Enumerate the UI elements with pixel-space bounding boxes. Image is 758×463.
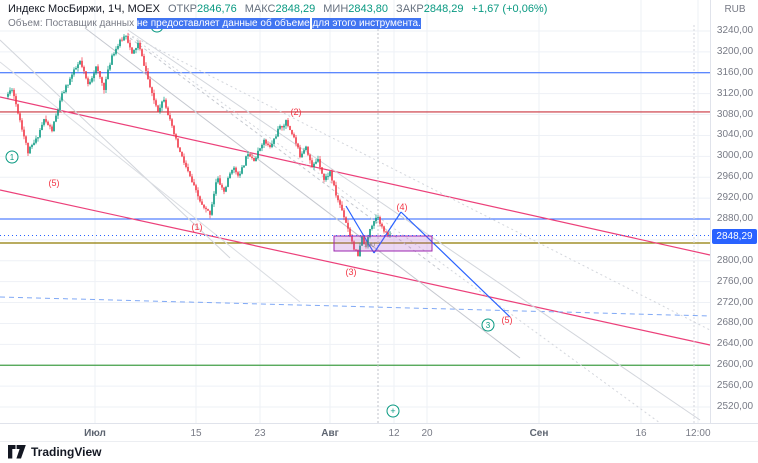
price-axis-label: 2760,00 (716, 275, 754, 287)
price-axis-label: 2880,00 (716, 213, 754, 224)
price-axis-label: 3240,00 (716, 25, 754, 36)
low-value: 2843,80 (348, 3, 389, 15)
wave-label: (3) (346, 267, 357, 277)
symbol-legend: Индекс МосБиржи, 1Ч, MOEX ОТКР2846,76 МАКС… (8, 3, 547, 29)
close-value: 2848,29 (423, 3, 464, 15)
current-price-badge: 2848,29 (712, 228, 757, 244)
time-axis-label: 23 (254, 428, 266, 439)
wave-label: (5) (49, 178, 60, 188)
elliott-wave-labels[interactable]: (5) (1) (2) (3) (4) (5) (49, 107, 513, 325)
tradingview-logo-icon (8, 445, 26, 459)
price-axis-label: 2560,00 (716, 380, 754, 392)
symbol-title[interactable]: Индекс МосБиржи, 1Ч, MOEX (8, 3, 160, 15)
wave-label: (5) (502, 315, 513, 325)
high-label: МАКС (244, 3, 276, 15)
time-axis-label: 20 (421, 428, 433, 439)
price-axis-label: 3200,00 (716, 45, 754, 57)
tradingview-logo[interactable]: TradingView (8, 445, 101, 459)
price-axis-label: 2520,00 (716, 401, 754, 412)
price-axis-label: 2800,00 (716, 254, 754, 266)
horizontal-level-lines[interactable] (0, 72, 710, 366)
price-axis-label: 3000,00 (716, 150, 754, 162)
volume-legend-text: Поставщик данных (45, 18, 137, 29)
tradingview-logo-text: TradingView (31, 445, 102, 459)
open-value: 2846,76 (197, 3, 237, 15)
time-axis-label: 15 (190, 428, 202, 439)
zone-box-label: 100 (364, 242, 375, 249)
volume-legend-text: Объем: (8, 18, 46, 29)
time-axis[interactable]: Июл 15 23 Авг 12 20 Сен 16 12:00 (0, 423, 758, 442)
time-axis-label: 12 (388, 428, 400, 439)
time-axis-label: Июл (84, 428, 106, 439)
bottom-bar: TradingView (0, 441, 758, 463)
candlestick-series (7, 32, 391, 257)
price-change: +1,67 (+0,06%) (471, 3, 548, 15)
price-axis-label: 2960,00 (716, 171, 754, 183)
wave-label: (1) (192, 222, 203, 232)
symbol-info-row: Индекс МосБиржи, 1Ч, MOEX ОТКР2846,76 МАКС… (8, 3, 547, 15)
volume-legend-text: для этого инструмента. (312, 18, 421, 29)
time-axis-label: Авг (321, 428, 339, 439)
price-axis-label: 2920,00 (716, 192, 754, 204)
price-axis-label: 3040,00 (716, 129, 754, 141)
price-axis-label: 2680,00 (716, 317, 754, 329)
trend-lines[interactable] (0, 25, 711, 424)
volume-legend: Объем: Поставщик данных не предоставляет… (8, 18, 547, 29)
high-value: 2848,29 (275, 3, 316, 15)
time-axis-label: 12:00 (685, 428, 711, 439)
price-axis[interactable]: RUB 3240,00 3200,00 3160,00 3120,00 3080,00 3… (710, 0, 758, 423)
close-label: ЗАКР (396, 3, 424, 15)
price-axis-label: 3080,00 (716, 108, 754, 120)
svg-text:3: 3 (486, 321, 491, 330)
time-axis-label: Сен (529, 428, 549, 439)
price-axis-label: 2600,00 (716, 359, 754, 371)
circled-wave-labels[interactable]: 123 (5, 19, 495, 332)
currency-label: RUB (724, 4, 746, 15)
svg-text:1: 1 (10, 153, 15, 162)
price-axis-label: 3160,00 (716, 66, 754, 78)
open-label: ОТКР (167, 3, 197, 15)
wave-label: (2) (291, 107, 302, 117)
volume-legend-text: не предоставляет данные об объеме (136, 18, 310, 29)
price-axis-label: 2640,00 (716, 338, 754, 350)
price-axis-label: 2720,00 (716, 296, 754, 308)
circled-plus-marker-glyph: + (390, 406, 395, 416)
wave-label: (4) (397, 202, 408, 212)
grid-lines (0, 0, 710, 423)
low-label: МИН (323, 3, 349, 15)
time-axis-label: 16 (635, 428, 647, 439)
price-axis-label: 3120,00 (716, 87, 754, 99)
circled-plus-marker[interactable] (386, 404, 400, 418)
highlight-zone-box[interactable] (333, 235, 433, 252)
